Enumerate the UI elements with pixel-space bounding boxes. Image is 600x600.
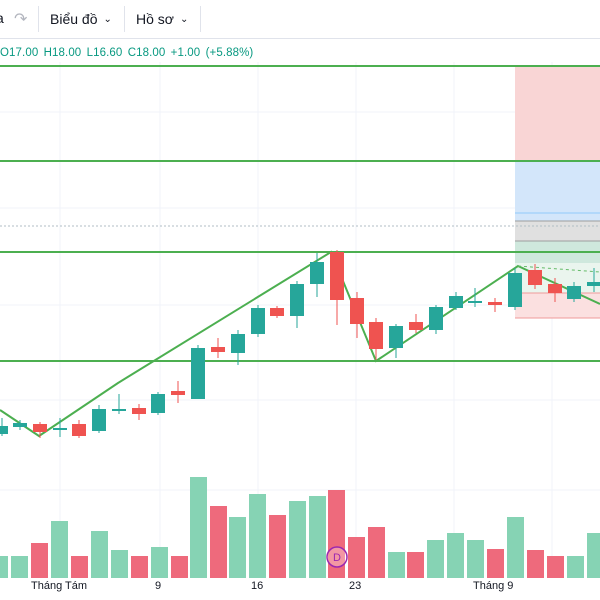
toolbar-divider	[124, 6, 125, 32]
volume-bar	[309, 496, 326, 578]
horizontal-levels[interactable]	[0, 65, 600, 362]
x-axis-label: Tháng Tám	[31, 580, 88, 592]
candle-up	[290, 281, 304, 328]
candle-down	[350, 292, 364, 338]
position-tool[interactable]	[515, 66, 600, 319]
candles[interactable]	[0, 250, 600, 438]
candle-up	[0, 418, 8, 436]
x-axis-label: Tháng 9	[473, 580, 514, 592]
volume-bar	[131, 556, 148, 578]
volume-bar	[249, 494, 266, 578]
candle-up	[251, 305, 265, 337]
candle-up	[92, 405, 106, 433]
volume-bar	[210, 506, 227, 578]
candle-down	[330, 250, 344, 325]
ohlc-legend: O17.00 H18.00 L16.60 C18.00 +1.00 (+5.88…	[0, 47, 255, 59]
candle-up	[231, 330, 245, 365]
volume-bar	[0, 556, 8, 578]
candle-down	[211, 338, 225, 358]
volume-bar	[348, 537, 365, 578]
candle-down	[270, 306, 284, 318]
x-axis-label: 16	[251, 580, 264, 592]
volume-bar	[467, 540, 484, 578]
candle-up	[53, 418, 67, 437]
x-axis-label: 23	[349, 580, 362, 592]
projection-line	[517, 265, 600, 273]
dividend-marker-label: D	[333, 552, 341, 564]
candle-down	[369, 318, 383, 360]
candle-down	[72, 420, 86, 438]
volume-bar	[71, 556, 88, 578]
volume-bar	[427, 540, 444, 578]
candle-up	[310, 253, 324, 297]
candle-up	[508, 268, 522, 310]
redo-icon[interactable]: ↷	[14, 11, 28, 28]
volume-bar	[527, 550, 544, 578]
volume-bar	[11, 556, 28, 578]
candle-up	[429, 305, 443, 334]
candle-up	[587, 268, 600, 292]
dividend-marker[interactable]: D	[326, 546, 348, 568]
price-chart[interactable]: D	[0, 62, 600, 578]
volume-bar	[447, 533, 464, 578]
candle-down	[171, 381, 185, 403]
candle-down	[132, 404, 146, 420]
volume-bar	[171, 556, 188, 578]
top-toolbar: a ↷ Biểu đồ ⌄ Hồ sơ ⌄	[0, 0, 600, 39]
volume-bar	[368, 527, 385, 578]
profile-menu-button[interactable]: Hồ sơ ⌄	[136, 0, 188, 38]
candle-up	[389, 324, 403, 358]
candle-down	[548, 278, 562, 302]
legend-close: C18.00	[127, 47, 166, 59]
profile-menu-label: Hồ sơ	[136, 11, 174, 27]
volume-bar	[31, 543, 48, 578]
toolbar-divider	[38, 6, 39, 32]
legend-low: L16.60	[86, 47, 123, 59]
candle-up	[567, 282, 581, 302]
volume-bar	[507, 517, 524, 578]
legend-change: +1.00	[170, 47, 201, 59]
volume-bars	[0, 477, 600, 578]
volume-bar	[229, 517, 246, 578]
volume-bar	[547, 556, 564, 578]
legend-high: H18.00	[43, 47, 82, 59]
volume-bar	[289, 501, 306, 578]
volume-bar	[567, 556, 584, 578]
candle-up	[112, 394, 126, 414]
volume-bar	[487, 549, 504, 578]
toolbar-divider	[200, 6, 201, 32]
candle-up	[449, 292, 463, 310]
chart-menu-label: Biểu đồ	[50, 11, 98, 27]
chevron-down-icon: ⌄	[103, 13, 112, 25]
candle-up	[468, 288, 482, 307]
candle-down	[488, 298, 502, 312]
volume-bar	[151, 547, 168, 578]
legend-open: O17.00	[0, 47, 39, 59]
volume-bar	[51, 521, 68, 578]
candle-up	[151, 392, 165, 415]
volume-bar	[269, 515, 286, 578]
toolbar-partial-label: a	[0, 10, 4, 26]
candle-down	[528, 264, 542, 289]
legend-change-pct: (+5.88%)	[205, 47, 254, 59]
volume-bar	[111, 550, 128, 578]
volume-bar	[91, 531, 108, 578]
chevron-down-icon: ⌄	[179, 13, 189, 25]
candle-up	[191, 345, 205, 399]
candle-up	[13, 420, 27, 430]
volume-bar	[328, 490, 345, 578]
candle-down	[409, 314, 423, 333]
volume-bar	[407, 552, 424, 578]
volume-bar	[388, 552, 405, 578]
grid	[0, 62, 600, 578]
volume-bar	[587, 533, 600, 578]
candle-down	[33, 422, 47, 438]
volume-bar	[190, 477, 207, 578]
chart-menu-button[interactable]: Biểu đồ ⌄	[50, 0, 112, 38]
x-axis-label: 9	[155, 580, 162, 592]
